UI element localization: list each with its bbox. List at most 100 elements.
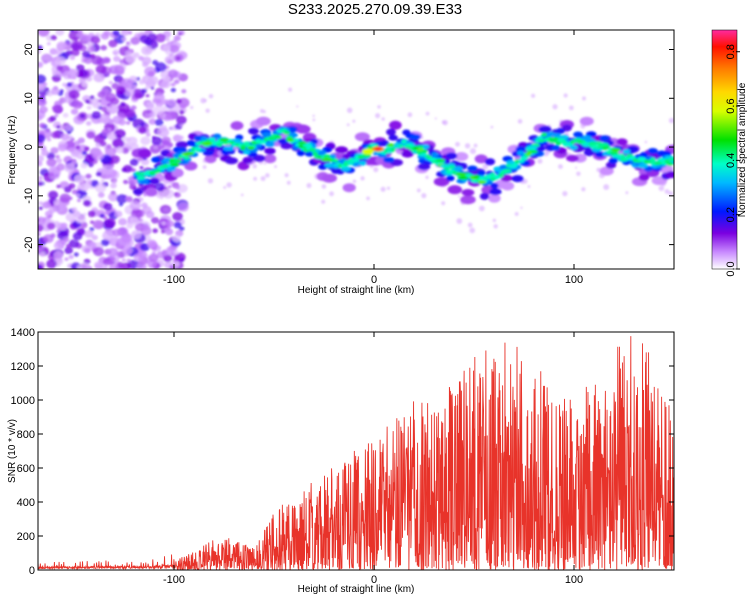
spectrogram-noise-cell — [100, 179, 105, 183]
spectrogram-ridge-cell — [225, 157, 238, 165]
spectrogram-noise-cell — [129, 158, 139, 166]
spectrogram-noise-cell — [76, 265, 83, 269]
spectrogram-noise-cell — [125, 121, 131, 125]
spectrogram-speckle — [425, 111, 430, 116]
spectrogram-noise-cell — [38, 50, 42, 54]
spectrogram-noise-cell — [129, 183, 137, 190]
spectrogram-noise-cell — [38, 45, 43, 51]
spectrogram-ridge-cell — [362, 153, 372, 158]
spectrogram-noise-cell — [126, 258, 132, 263]
spectrogram-noise-cell — [116, 194, 128, 204]
spectrogram-noise-cell — [86, 131, 96, 139]
spectrogram-speckle — [625, 191, 629, 195]
spectrogram-noise-cell — [50, 147, 59, 154]
colorbar-ticks: 0.0 0.2 0.4 0.6 0.8 — [725, 44, 740, 277]
spectrogram-noise-cell — [50, 233, 56, 238]
spectrogram-hotspot — [333, 163, 340, 167]
spectrogram-speckle — [263, 162, 267, 165]
spectrogram-hotspot — [404, 143, 414, 148]
spectrogram-noise-cell — [75, 145, 81, 150]
spectrogram-ridge-cell — [538, 125, 552, 133]
spectrogram-ridge-cell — [263, 154, 277, 164]
spectrogram-noise-cell — [145, 94, 150, 98]
spectrogram-hotspot — [219, 137, 230, 142]
spectrogram-noise-cell — [38, 201, 44, 206]
spectrogram-noise-cell — [75, 215, 86, 224]
spectrogram-ridge-cell — [569, 144, 578, 150]
snr-y-tick-label: 800 — [17, 429, 35, 441]
spectrogram-noise-cell — [72, 232, 83, 241]
spectrogram-speckle — [531, 93, 536, 98]
spectrogram-ridge — [131, 116, 674, 205]
spectrogram-hotspot — [285, 138, 295, 142]
spectrogram-noise-cell — [108, 80, 113, 85]
spectrogram-noise-cell — [169, 53, 174, 57]
spectrogram-noise-cell — [119, 59, 125, 64]
spectrogram-hotspot — [489, 177, 497, 181]
snr-y-tick-label: 1000 — [11, 395, 35, 407]
spectrogram-noise-cell — [95, 171, 102, 177]
spectrogram-speckle — [552, 104, 558, 110]
spectrogram-noise-cell — [56, 163, 66, 171]
spectrogram-ridge-cell — [433, 177, 450, 187]
spectrogram-noise-cell — [39, 251, 46, 257]
spectrogram-noise-cell — [42, 82, 48, 87]
spectrogram-noise-cell — [38, 160, 43, 167]
spectrogram-noise-cell — [95, 183, 107, 193]
snr-x-tick-label: -100 — [163, 574, 185, 586]
spectrogram-ridge-cell — [151, 156, 160, 163]
spectrogram-noise-cell — [164, 55, 175, 65]
spectrogram-noise-cell — [54, 113, 59, 118]
spectrogram-noise-cell — [141, 56, 152, 65]
spectrogram-hotspot — [247, 146, 255, 150]
spectrogram-speckle — [522, 178, 528, 184]
spectrogram-noise-cell — [145, 210, 155, 219]
spectrogram-noise-cell — [73, 252, 79, 257]
spectrogram-speckle — [265, 173, 270, 178]
spectrogram-hotspot — [387, 143, 395, 147]
spectrogram-noise-cell — [75, 193, 81, 198]
spectrogram-ridge-cell — [588, 141, 597, 146]
spectrogram-noise-cell — [176, 115, 187, 125]
spectrogram-speckle — [568, 105, 574, 111]
spectrogram-y-tick-label: 10 — [23, 92, 35, 104]
spectrogram-noise-cell — [92, 150, 104, 161]
spectrogram-ridge-cell — [608, 157, 618, 164]
spectrogram-noise-cell — [71, 207, 78, 212]
spectrogram-ridge-cell — [264, 147, 276, 155]
spectrogram-noise-cell — [114, 210, 123, 218]
spectrogram-speckle — [455, 141, 460, 147]
spectrogram-noise-cell — [101, 164, 114, 175]
spectrogram-noise-cell — [108, 119, 114, 125]
spectrogram-noise-cell — [146, 239, 157, 249]
spectrogram-noise-cell — [147, 75, 159, 85]
spectrogram-noise-cell — [121, 258, 126, 262]
spectrogram-noise-cell — [55, 158, 63, 164]
spectrogram-noise-cell — [122, 246, 133, 255]
spectrogram-noise-cell — [104, 57, 111, 63]
spectrogram-noise-cell — [49, 115, 57, 122]
spectrogram-noise-cell — [112, 179, 117, 184]
spectrogram-noise-cell — [79, 182, 90, 192]
spectrogram-noise-region — [38, 30, 674, 269]
spectrogram-speckle — [520, 206, 523, 209]
spectrogram-ridge-cell — [460, 195, 476, 205]
spectrogram-noise-cell — [169, 44, 180, 53]
spectrogram-noise-cell — [93, 134, 105, 144]
spectrogram-hotspot — [549, 137, 555, 141]
spectrogram-speckle — [381, 117, 385, 121]
spectrogram-y-tick-label: 20 — [23, 43, 35, 55]
spectrogram-noise-cell — [76, 32, 82, 37]
spectrogram-noise-cell — [42, 201, 51, 209]
spectrogram-speckle — [386, 186, 391, 190]
spectrogram-hotspot — [594, 141, 602, 145]
spectrogram-y-tick-label: -20 — [23, 237, 35, 253]
spectrogram-noise-cell — [58, 203, 67, 211]
spectrogram-noise-cell — [83, 146, 90, 152]
spectrogram-noise-cell — [38, 232, 41, 237]
spectrogram-x-axis-label: Height of straight line (km) — [298, 285, 415, 296]
spectrogram-speckle — [373, 167, 379, 173]
spectrogram-noise-cell — [64, 163, 76, 173]
